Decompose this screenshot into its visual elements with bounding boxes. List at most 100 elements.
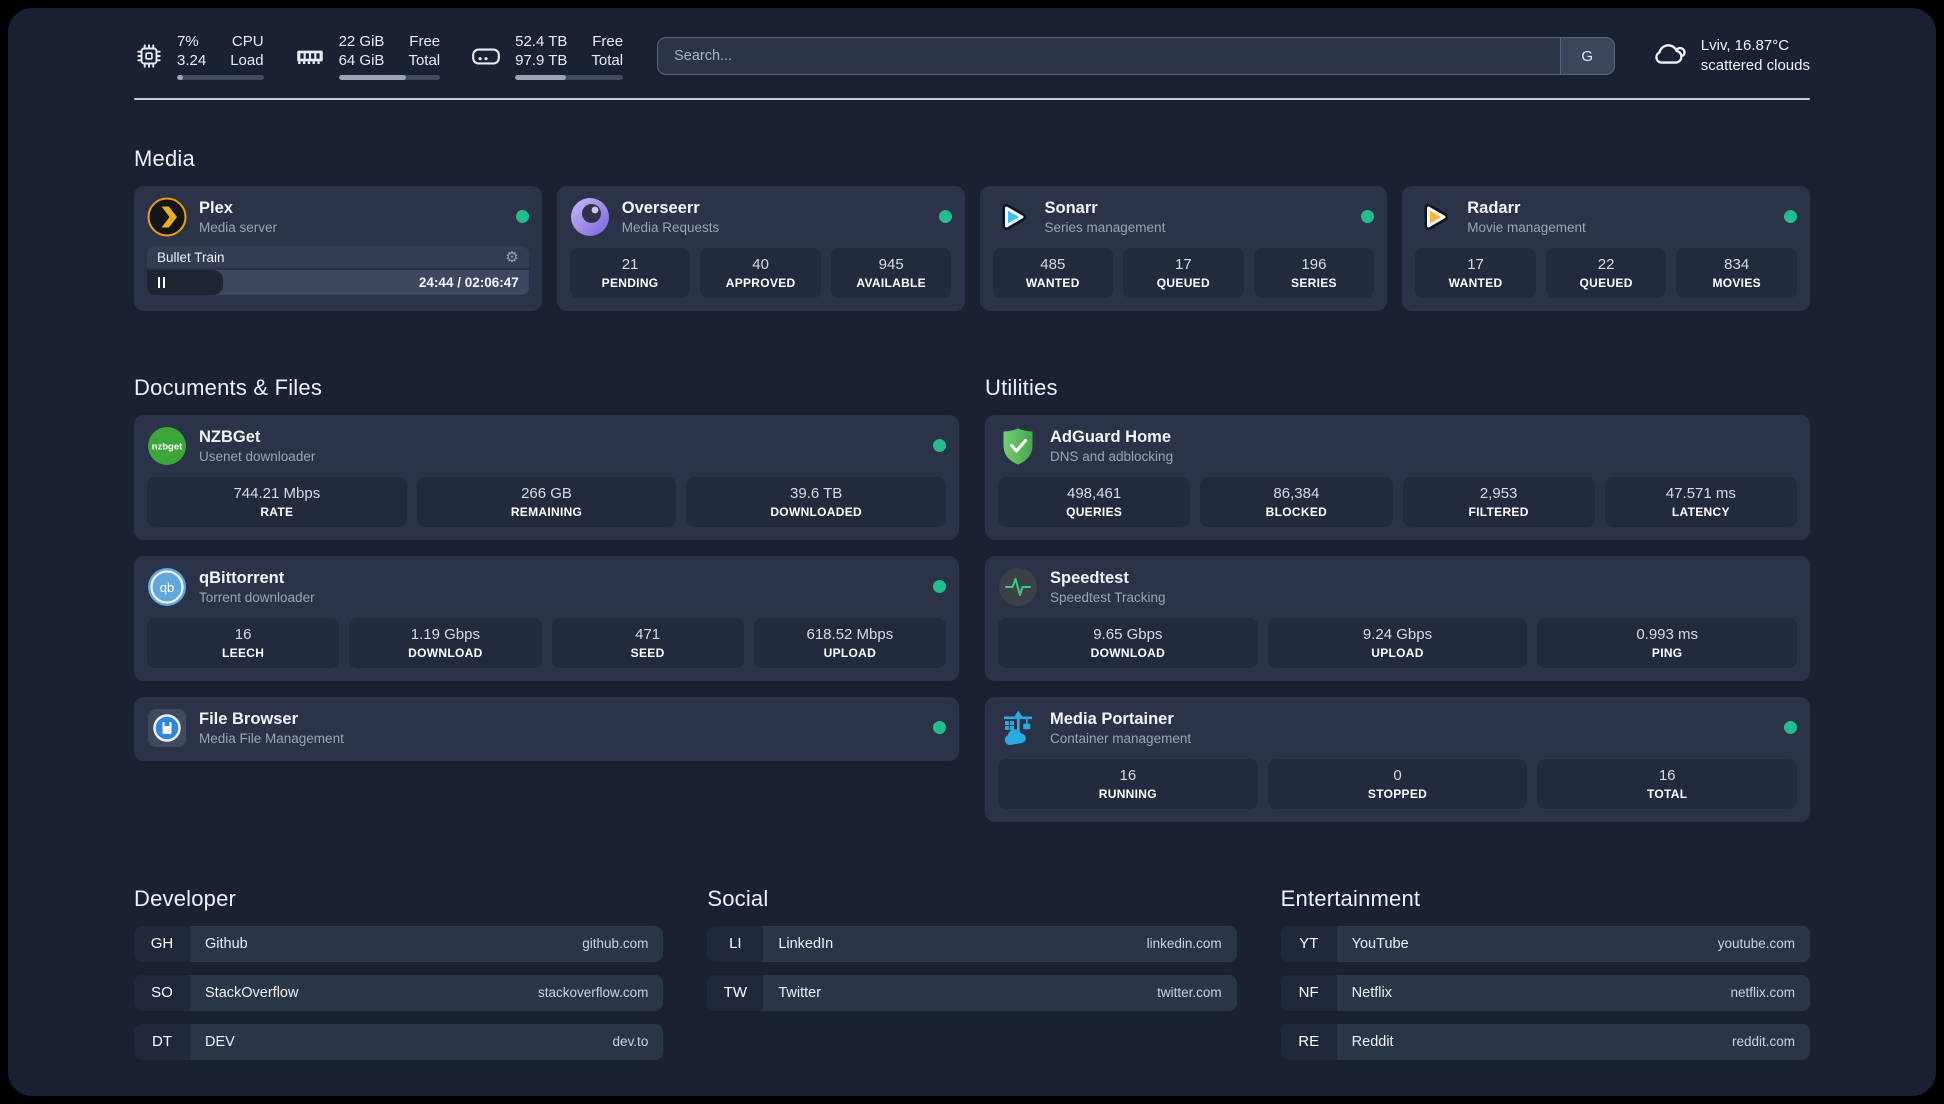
stat-wanted: 17 WANTED — [1415, 247, 1536, 298]
disk-free-label: Free — [592, 33, 624, 50]
weather-location-temp: Lviv, 16.87°C — [1700, 37, 1790, 54]
app-description: Media File Management — [199, 730, 344, 746]
status-online-dot — [1784, 210, 1797, 223]
bookmark-abbr: LI — [707, 925, 764, 962]
stat-downloaded: 39.6 TB DOWNLOADED — [686, 476, 947, 527]
ram-icon — [294, 41, 326, 71]
bookmark-group-social: Social LI LinkedIn linkedin.com TW Twitt… — [707, 885, 1237, 1073]
app-card-filebrowser[interactable]: File Browser Media File Management — [134, 696, 959, 761]
section-title-utilities: Utilities — [985, 374, 1058, 400]
portainer-icon — [998, 708, 1038, 748]
search-input[interactable] — [658, 38, 1560, 74]
status-online-dot — [1361, 210, 1375, 223]
speedtest-icon — [998, 567, 1038, 607]
status-online-dot — [933, 721, 946, 734]
app-card-radarr[interactable]: Radarr Movie management 17 WANTED 22 QUE… — [1402, 185, 1810, 311]
section-title-social: Social — [707, 885, 769, 911]
stat-series: 196 SERIES — [1253, 247, 1375, 298]
app-description: Media server — [199, 219, 278, 235]
header: 7% CPU 3.24 Load — [134, 8, 1810, 80]
stat-approved: 40 APPROVED — [700, 247, 821, 298]
memory-free: 22 GiB — [338, 33, 385, 50]
search-engine-button[interactable]: G — [1559, 38, 1614, 74]
pause-icon[interactable] — [158, 276, 165, 288]
stat-blocked: 86,384 BLOCKED — [1200, 476, 1393, 527]
app-name: Radarr — [1467, 198, 1521, 217]
app-card-portainer[interactable]: Media Portainer Container management 16 … — [985, 696, 1810, 822]
bookmark-youtube[interactable]: YT YouTube youtube.com — [1280, 925, 1810, 962]
stat-available: 945 AVAILABLE — [830, 247, 952, 298]
app-description: Usenet downloader — [199, 448, 316, 464]
bookmark-stackoverflow[interactable]: SO StackOverflow stackoverflow.com — [134, 974, 664, 1011]
bookmark-abbr: DT — [134, 1023, 190, 1060]
app-description: Series management — [1044, 219, 1166, 235]
stat-download: 9.65 Gbps DOWNLOAD — [998, 617, 1258, 668]
header-divider — [134, 98, 1810, 100]
bookmark-netflix[interactable]: NF Netflix netflix.com — [1280, 974, 1810, 1011]
stat-movies: 834 MOVIES — [1676, 247, 1797, 298]
app-name: AdGuard Home — [1050, 427, 1172, 446]
bookmark-group-developer: Developer GH Github github.com SO StackO… — [134, 886, 664, 1073]
app-card-sonarr[interactable]: Sonarr Series management 485 WANTED 17 Q… — [979, 185, 1388, 311]
load-label: Load — [230, 52, 264, 69]
app-card-adguard[interactable]: AdGuard Home DNS and adblocking 498,461 … — [985, 414, 1810, 540]
stat-filtered: 2,953 FILTERED — [1402, 476, 1595, 527]
stat-stopped: 0 STOPPED — [1267, 758, 1528, 809]
section-title-entertainment: Entertainment — [1280, 885, 1421, 911]
app-name: Plex — [199, 198, 233, 217]
status-online-dot — [933, 580, 946, 593]
cloud-icon — [1649, 36, 1689, 76]
disk-total-label: Total — [591, 52, 624, 69]
bookmark-reddit[interactable]: RE Reddit reddit.com — [1280, 1023, 1810, 1060]
bookmark-dev-to[interactable]: DT DEV dev.to — [134, 1023, 664, 1060]
cpu-widget: 7% CPU 3.24 Load — [134, 32, 264, 80]
now-playing-title: Bullet Train — [157, 249, 225, 265]
app-card-overseerr[interactable]: Overseerr Media Requests 21 PENDING 40 A… — [556, 185, 965, 311]
bookmark-twitter[interactable]: TW Twitter twitter.com — [707, 974, 1237, 1011]
svg-text:nzbget: nzbget — [152, 441, 183, 452]
adguard-icon — [998, 426, 1038, 466]
cpu-progress-bar — [177, 75, 264, 80]
stat-queued: 17 QUEUED — [1123, 247, 1244, 298]
stat-rate: 744.21 Mbps RATE — [147, 476, 407, 527]
app-card-speedtest[interactable]: Speedtest Speedtest Tracking 9.65 Gbps D… — [985, 555, 1810, 681]
player-settings-icon[interactable]: ⚙ — [505, 248, 519, 266]
plex-icon — [147, 197, 187, 237]
stat-upload: 618.52 Mbps UPLOAD — [753, 617, 946, 668]
bookmark-github[interactable]: GH Github github.com — [134, 925, 664, 962]
section-title-media: Media — [134, 145, 195, 171]
plex-now-playing: Bullet Train ⚙ 24:44 / 02:06:47 — [147, 245, 529, 295]
app-description: DNS and adblocking — [1050, 448, 1174, 464]
filebrowser-icon — [147, 708, 187, 748]
overseerr-icon — [570, 197, 610, 237]
status-online-dot — [933, 439, 946, 452]
stat-ping: 0.993 ms PING — [1537, 617, 1798, 668]
player-progress-bar[interactable]: 24:44 / 02:06:47 — [147, 269, 529, 295]
memory-total-label: Total — [408, 52, 441, 69]
system-stats: 7% CPU 3.24 Load — [134, 32, 624, 80]
disk-progress-bar — [515, 75, 624, 80]
app-card-plex[interactable]: Plex Media server Bullet Train ⚙ 24:44 /… — [134, 185, 542, 311]
stat-upload: 9.24 Gbps UPLOAD — [1267, 617, 1528, 668]
status-online-dot — [515, 210, 529, 223]
stat-queued: 22 QUEUED — [1545, 247, 1667, 298]
bookmark-abbr: GH — [134, 925, 190, 962]
bookmark-abbr: YT — [1280, 925, 1337, 962]
app-card-nzbget[interactable]: nzbget NZBGet Usenet downloader 744.21 M… — [134, 414, 959, 540]
media-cards: Plex Media server Bullet Train ⚙ 24:44 /… — [134, 185, 1810, 311]
app-card-qbittorrent[interactable]: qb qBittorrent Torrent downloader 16 LEE… — [134, 555, 959, 681]
bookmark-linkedin[interactable]: LI LinkedIn linkedin.com — [707, 925, 1237, 962]
qbittorrent-icon: qb — [147, 567, 187, 607]
bookmark-abbr: TW — [707, 974, 764, 1011]
cpu-usage: 7% — [177, 33, 199, 50]
app-name: Speedtest — [1050, 568, 1129, 587]
app-name: Media Portainer — [1050, 709, 1174, 728]
memory-progress-bar — [338, 75, 441, 80]
weather-condition: scattered clouds — [1700, 57, 1810, 74]
sonarr-icon — [993, 197, 1033, 237]
disk-total: 97.9 TB — [515, 52, 568, 69]
search-bar: G — [657, 37, 1615, 75]
dashboard-page: 7% CPU 3.24 Load — [8, 8, 1936, 1096]
bookmark-abbr: RE — [1280, 1023, 1337, 1060]
app-description: Container management — [1050, 730, 1192, 746]
